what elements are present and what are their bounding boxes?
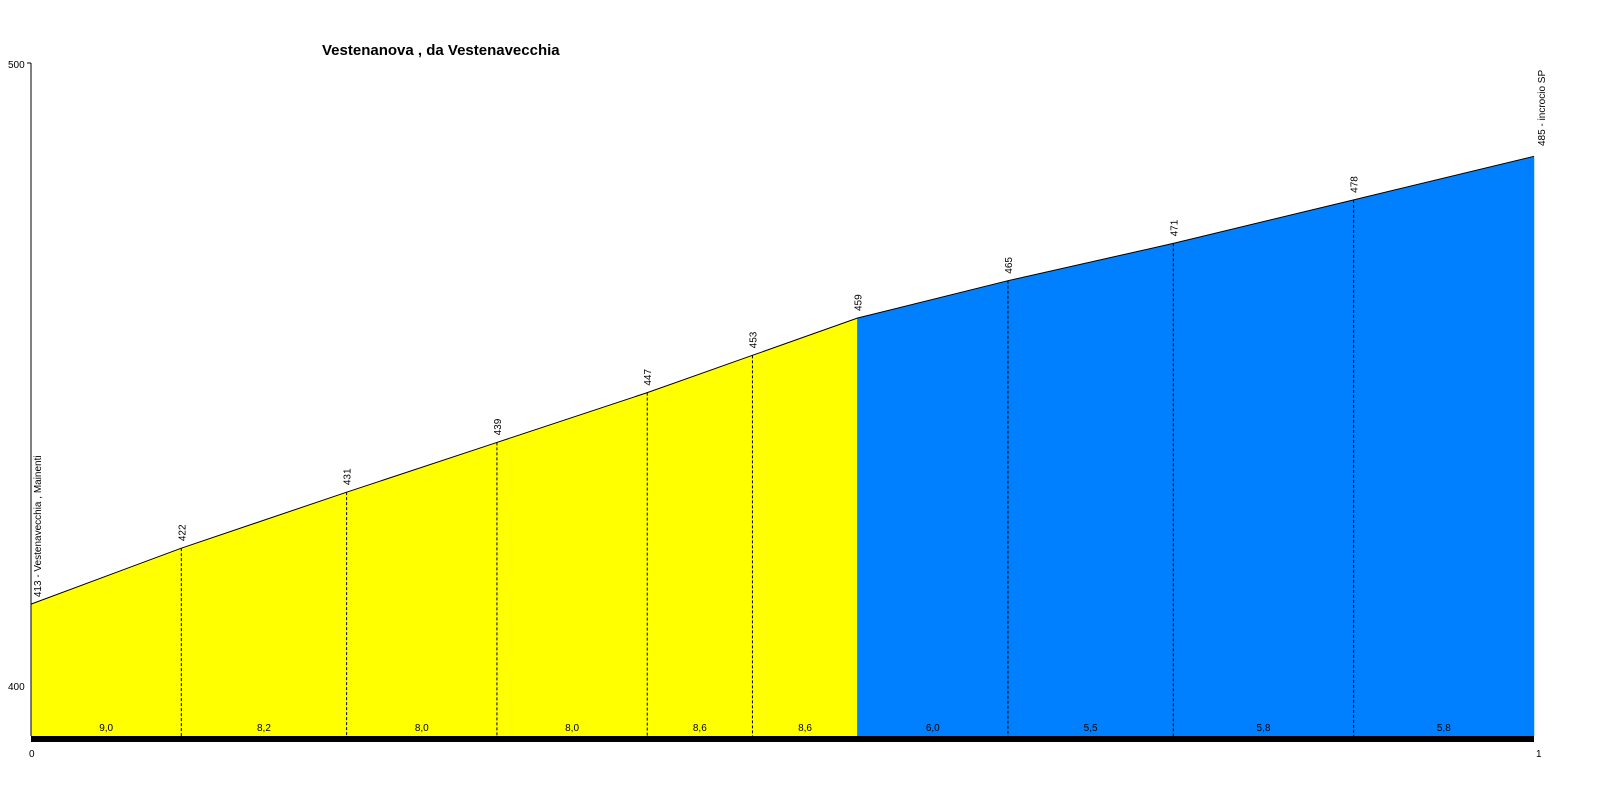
segment-grade-label: 8,2 (257, 723, 271, 734)
chart-title: Vestenanova , da Vestenavecchia (322, 42, 560, 59)
segment-grade-label: 8,6 (693, 723, 707, 734)
point-elevation-labels: 422 431 439 447 453 459 465 471 478 (177, 176, 1360, 541)
x-axis-end-label: 1 (1536, 749, 1542, 760)
end-point-label: 485 - incrocio SP (1537, 70, 1548, 146)
segment-grade-label: 5,5 (1084, 723, 1098, 734)
point-elevation-label: 422 (177, 524, 188, 541)
point-elevation-label: 471 (1169, 219, 1180, 236)
point-elevation-label: 447 (643, 369, 654, 386)
segment-area (181, 491, 347, 737)
segment-area (1173, 199, 1354, 737)
segment-area (857, 280, 1009, 737)
point-elevation-label: 439 (493, 418, 504, 435)
point-elevation-label: 478 (1350, 176, 1361, 193)
segment-grade-label: 5,8 (1257, 723, 1271, 734)
point-elevation-label: 431 (343, 468, 354, 485)
base-bar (31, 736, 1534, 742)
profile-line (30, 155, 1535, 605)
y-axis-max-label: 500 (8, 60, 25, 71)
segment-dividers (180, 199, 1355, 736)
point-elevation-label: 453 (748, 331, 759, 348)
segment-area (1007, 243, 1174, 737)
segment-grade-label: 8,0 (415, 723, 429, 734)
point-elevation-label: 465 (1004, 257, 1015, 274)
segment-grade-label: 8,0 (565, 723, 579, 734)
start-point-label: 413 - Vestenavecchia , Mainenti (33, 455, 44, 597)
segment-grade-label: 8,6 (798, 723, 812, 734)
point-elevation-label: 459 (854, 294, 865, 311)
segment-grade-label: 6,0 (926, 723, 940, 734)
segment-area (1353, 155, 1535, 737)
segment-grade-label: 5,8 (1437, 723, 1451, 734)
x-axis-start-label: 0 (29, 749, 35, 760)
segment-areas (30, 155, 1535, 737)
y-axis-min-label: 400 (8, 682, 25, 693)
segment-area (346, 442, 498, 737)
segment-grade-labels: 9,0 8,2 8,0 8,0 8,6 8,6 6,0 5,5 5,8 5,8 (99, 723, 1451, 734)
segment-area (752, 317, 858, 737)
segment-grade-label: 9,0 (99, 723, 113, 734)
segment-area (496, 392, 648, 737)
segment-area (646, 354, 753, 737)
